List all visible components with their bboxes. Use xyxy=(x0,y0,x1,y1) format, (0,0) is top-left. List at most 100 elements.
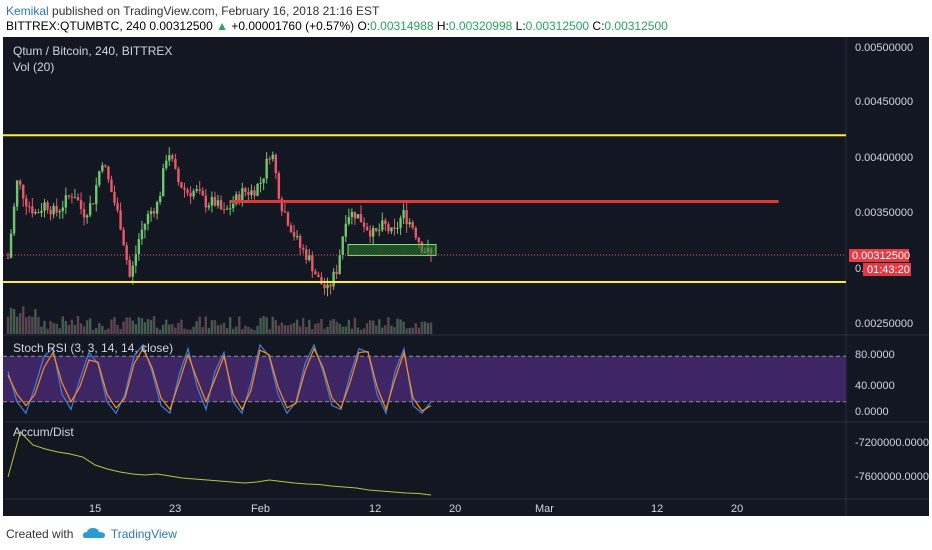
volume-bar xyxy=(46,328,49,334)
high-label: H: xyxy=(436,19,449,33)
volume-bar xyxy=(283,325,287,334)
candle-body xyxy=(247,192,250,195)
y-tick: 0.00500000 xyxy=(855,42,913,54)
volume-bar xyxy=(43,320,46,334)
volume-bar xyxy=(314,323,317,334)
volume-bar xyxy=(393,327,396,334)
candle-body xyxy=(110,179,113,193)
volume-bar xyxy=(423,321,427,334)
volume-bar xyxy=(362,328,366,334)
candle-body xyxy=(295,236,299,238)
volume-bar xyxy=(250,328,253,334)
ad-title: Accum/Dist xyxy=(13,425,74,439)
volume-bar xyxy=(365,323,369,334)
candle-body xyxy=(67,195,71,197)
volume-bar xyxy=(104,329,107,334)
candle-body xyxy=(277,173,281,199)
candle-body xyxy=(338,254,341,274)
candle-body xyxy=(201,190,204,196)
candle-body xyxy=(98,171,101,185)
candle-body xyxy=(253,190,256,196)
published-text: published on TradingView.com, February 1… xyxy=(48,4,380,18)
volume-bar xyxy=(162,324,165,334)
volume-bar xyxy=(219,324,223,334)
volume-bar xyxy=(55,323,58,334)
candle-body xyxy=(265,158,268,179)
volume-bar xyxy=(137,317,141,334)
candle-body xyxy=(31,206,34,214)
candle-body xyxy=(301,248,305,250)
countdown-box xyxy=(863,263,911,276)
x-tick: 20 xyxy=(449,503,461,515)
candle-body xyxy=(88,203,92,216)
volume-bar xyxy=(40,326,43,334)
y-tick: 0.00400000 xyxy=(855,152,913,164)
candle-body xyxy=(162,168,165,197)
chart-container[interactable]: Qtum / Bitcoin, 240, BITTREX Vol (20) St… xyxy=(3,37,929,516)
volume-bar xyxy=(320,318,323,334)
volume-bar xyxy=(277,325,281,334)
candle-body xyxy=(268,158,271,160)
close-label: C: xyxy=(592,19,605,33)
volume-bar xyxy=(417,327,421,334)
candle-body xyxy=(213,196,217,206)
volume-bar xyxy=(116,324,119,334)
candle-body xyxy=(222,209,226,211)
volume-bar xyxy=(381,327,384,334)
volume-bar xyxy=(180,319,183,334)
volume-bar xyxy=(344,326,347,334)
candle-body xyxy=(235,194,238,204)
y-tick: 0.00450000 xyxy=(855,96,913,108)
volume-bar xyxy=(131,320,134,334)
volume-bar xyxy=(222,322,226,334)
candle-body xyxy=(256,183,259,196)
candle-body xyxy=(399,218,402,229)
candle-body xyxy=(371,228,375,237)
candle-body xyxy=(335,271,338,274)
volume-bar xyxy=(98,323,101,334)
support-resistance-lines[interactable] xyxy=(3,134,846,284)
x-tick: 23 xyxy=(169,503,181,515)
volume-bar xyxy=(305,326,308,334)
candle-body xyxy=(341,236,344,255)
candle-body xyxy=(125,245,128,260)
candle-body xyxy=(332,271,335,287)
tradingview-link[interactable]: TradingView xyxy=(110,527,177,541)
volume-bar xyxy=(31,316,34,334)
candle-body xyxy=(46,202,49,210)
volume-bar xyxy=(378,319,381,334)
volume-bar xyxy=(396,318,399,334)
candle-body xyxy=(64,195,68,208)
tradingview-cloud-icon xyxy=(77,527,111,541)
candle-body xyxy=(76,197,80,201)
volume-bar xyxy=(329,320,332,334)
candle-body xyxy=(128,259,131,277)
volume-bar xyxy=(101,325,104,334)
candle-body xyxy=(134,254,138,266)
candle-body xyxy=(402,210,405,219)
volume-bar xyxy=(384,325,387,334)
author-link[interactable]: Kemikal xyxy=(6,4,49,18)
volume-bar xyxy=(183,328,186,334)
highlight-zone[interactable] xyxy=(347,243,437,257)
candle-body xyxy=(171,155,174,159)
chart-canvas[interactable]: Qtum / Bitcoin, 240, BITTREX Vol (20) St… xyxy=(3,37,929,516)
volume-bar xyxy=(298,326,302,334)
candle-body xyxy=(12,206,16,234)
y-tick-partial: 0. xyxy=(855,263,864,275)
volume-bar xyxy=(85,320,89,334)
volume-bar xyxy=(375,325,378,334)
candle-body xyxy=(22,184,25,199)
candle-body xyxy=(329,284,332,287)
volume-bar xyxy=(146,319,150,334)
candle-body xyxy=(174,158,177,169)
volume-bar xyxy=(371,320,375,334)
candle-body xyxy=(350,211,354,218)
volume-bar xyxy=(244,325,247,334)
candle-body xyxy=(359,214,363,223)
x-tick: 15 xyxy=(89,503,101,515)
volume-bar xyxy=(158,329,162,334)
volume-bar xyxy=(195,321,198,334)
volume-bar xyxy=(113,316,116,334)
candle-body xyxy=(408,222,411,225)
